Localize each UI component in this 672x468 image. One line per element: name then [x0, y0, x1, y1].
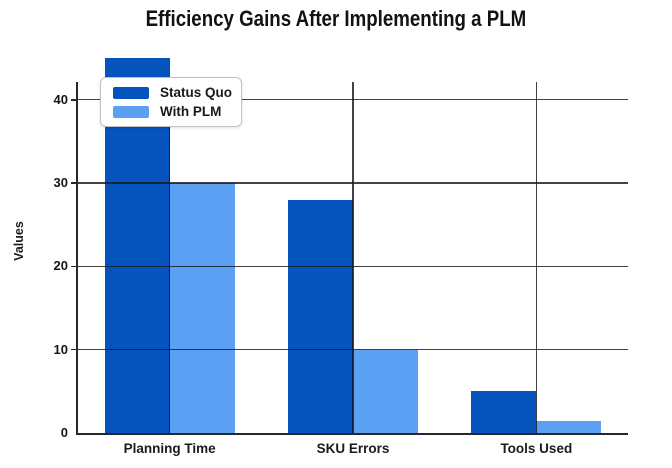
chart-title: Efficiency Gains After Implementing a PL…	[0, 6, 672, 32]
bar-with-plm-planning-time	[169, 183, 235, 433]
x-axis-label-sku-errors: SKU Errors	[316, 441, 390, 456]
gridline-vertical	[535, 82, 538, 433]
y-tick-mark	[71, 99, 77, 101]
y-tick-label: 20	[53, 258, 68, 274]
bar-status-quo-tools-used	[471, 391, 537, 433]
legend: Status Quo With PLM	[100, 77, 242, 127]
y-tick-label: 30	[53, 175, 68, 191]
plot-area	[76, 58, 628, 435]
legend-item-status-quo: Status Quo	[113, 85, 233, 101]
grid-layer	[78, 82, 628, 433]
gridline-vertical	[168, 82, 171, 433]
y-axis-label: Values	[12, 221, 26, 261]
bar-with-plm-tools-used	[536, 420, 602, 433]
gridline-horizontal	[78, 182, 628, 184]
bars-layer	[78, 58, 628, 433]
legend-label: With PLM	[160, 104, 222, 119]
gridline-vertical	[352, 82, 354, 433]
chart-title-text: Efficiency Gains After Implementing a PL…	[145, 6, 527, 31]
y-tick-label: 10	[53, 341, 68, 357]
gridline-horizontal	[78, 265, 628, 268]
bar-with-plm-sku-errors	[353, 349, 418, 433]
y-tick-label: 0	[60, 425, 68, 440]
legend-swatch-with-plm	[113, 106, 149, 118]
bar-status-quo-sku-errors	[288, 199, 353, 433]
legend-label: Status Quo	[160, 85, 233, 100]
x-axis-label-planning-time: Planning Time	[123, 441, 216, 456]
x-axis-label-tools-used: Tools Used	[500, 441, 573, 456]
legend-item-with-plm: With PLM	[113, 104, 229, 120]
y-tick-label: 40	[53, 91, 68, 107]
y-tick-mark	[71, 182, 77, 184]
y-tick-mark	[71, 265, 77, 268]
gridline-horizontal	[78, 349, 628, 351]
y-tick-mark	[71, 348, 77, 351]
legend-swatch-status-quo	[113, 87, 149, 99]
